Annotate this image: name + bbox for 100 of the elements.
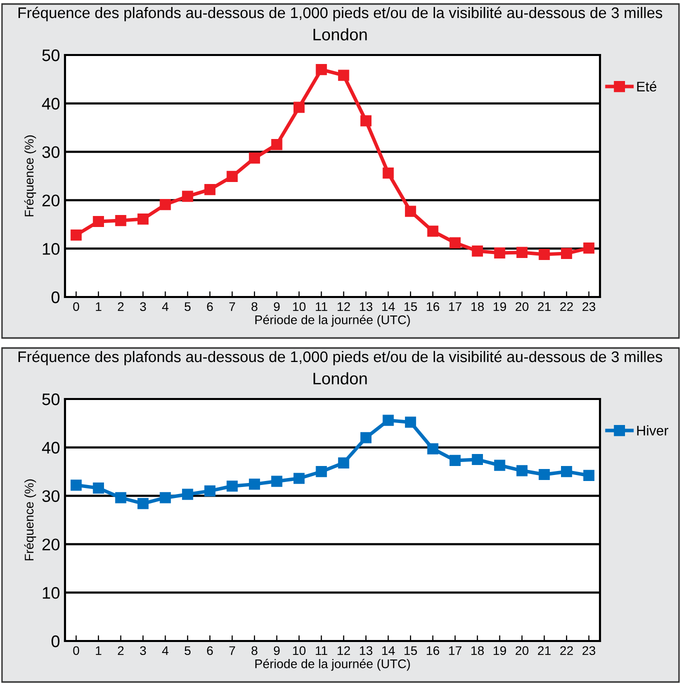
point — [427, 226, 438, 237]
point — [561, 466, 572, 478]
point — [583, 470, 594, 482]
point — [271, 476, 282, 487]
y-tick-label: 20 — [42, 194, 60, 206]
legend-label: Hiver — [637, 425, 668, 436]
y-tick-label: 50 — [42, 49, 60, 62]
point — [294, 102, 305, 113]
x-tick-label: 6 — [207, 302, 213, 312]
x-tick-label: 21 — [538, 646, 551, 655]
x-tick-label: 11 — [316, 302, 328, 311]
point — [427, 443, 438, 454]
x-tick-label: 8 — [252, 646, 258, 656]
point — [137, 214, 149, 225]
x-tick-label: 15 — [404, 646, 417, 656]
point — [561, 248, 572, 259]
point — [472, 454, 483, 466]
point — [294, 472, 305, 484]
x-tick-label: 0 — [73, 302, 80, 312]
y-axis-title: Fréquence (%) — [24, 479, 36, 560]
x-tick-label: 22 — [560, 302, 573, 311]
chart-subtitle: London — [314, 372, 367, 384]
x-tick-label: 10 — [293, 646, 306, 656]
x-tick-label: 18 — [471, 302, 484, 312]
x-tick-label: 12 — [338, 646, 350, 655]
point — [538, 248, 550, 260]
x-tick-label: 8 — [252, 302, 258, 312]
x-tick-label: 3 — [140, 302, 146, 312]
point — [226, 170, 238, 182]
point — [92, 482, 104, 494]
x-tick-label: 14 — [382, 302, 395, 311]
legend-label: Eté — [637, 81, 656, 92]
y-axis-title: Fréquence (%) — [24, 135, 36, 216]
x-tick-label: 9 — [274, 646, 280, 656]
point — [450, 454, 461, 466]
x-tick-label: 5 — [184, 302, 191, 312]
x-tick-label: 23 — [582, 646, 596, 656]
point — [382, 168, 394, 179]
x-axis-title: Période de la journée (UTC) — [255, 314, 410, 327]
x-tick-label: 17 — [449, 302, 462, 311]
x-tick-label: 2 — [118, 646, 124, 655]
x-tick-label: 0 — [73, 646, 80, 656]
point — [160, 199, 171, 210]
x-tick-label: 19 — [494, 646, 506, 656]
x-tick-label: 21 — [538, 302, 551, 311]
point — [70, 229, 82, 241]
point — [248, 478, 260, 490]
point — [182, 190, 194, 202]
x-tick-label: 14 — [382, 646, 395, 655]
y-tick-label: 10 — [42, 587, 60, 599]
point — [271, 138, 282, 150]
point — [382, 414, 394, 426]
x-tick-label: 12 — [338, 302, 350, 311]
y-tick-label: 20 — [42, 538, 60, 550]
point — [516, 246, 528, 258]
x-tick-label: 5 — [184, 646, 191, 656]
y-tick-label: 40 — [42, 98, 60, 110]
chart-subtitle: London — [314, 28, 367, 40]
point — [70, 480, 82, 491]
point — [92, 216, 104, 228]
point — [160, 492, 171, 504]
chart-title: Fréquence des plafonds au-dessous de 1,000 pieds et/ou de la visibilité au-dessous de 3 milles — [18, 6, 662, 22]
x-tick-label: 18 — [471, 646, 484, 656]
x-tick-label: 3 — [140, 646, 146, 656]
point — [204, 184, 216, 196]
point — [248, 152, 260, 164]
point — [338, 457, 350, 468]
point — [115, 214, 126, 226]
point — [226, 480, 238, 492]
x-tick-label: 11 — [316, 646, 328, 655]
x-tick-label: 7 — [229, 302, 236, 311]
point — [516, 465, 528, 476]
x-tick-label: 1 — [96, 302, 102, 311]
x-tick-label: 9 — [274, 302, 280, 312]
point — [338, 70, 350, 81]
point — [538, 468, 550, 480]
x-tick-label: 16 — [426, 646, 440, 656]
x-tick-label: 6 — [207, 646, 213, 656]
point — [404, 416, 416, 428]
point — [450, 237, 461, 248]
x-tick-label: 23 — [582, 302, 596, 312]
y-tick-label: 30 — [42, 490, 60, 502]
x-tick-label: 20 — [516, 646, 528, 656]
point — [404, 206, 416, 217]
point — [360, 115, 372, 126]
x-tick-label: 7 — [229, 646, 236, 655]
point — [182, 488, 194, 500]
x-tick-label: 4 — [162, 646, 168, 655]
point — [316, 64, 327, 76]
point — [316, 466, 327, 478]
x-tick-label: 20 — [516, 302, 528, 312]
y-tick-label: 40 — [42, 442, 60, 454]
x-tick-label: 4 — [162, 302, 168, 311]
x-tick-label: 16 — [426, 302, 440, 312]
point — [494, 460, 506, 471]
point — [583, 242, 594, 254]
point — [204, 485, 216, 497]
x-tick-label: 19 — [494, 302, 506, 312]
x-tick-label: 17 — [449, 646, 462, 655]
x-tick-label: 13 — [360, 646, 372, 656]
